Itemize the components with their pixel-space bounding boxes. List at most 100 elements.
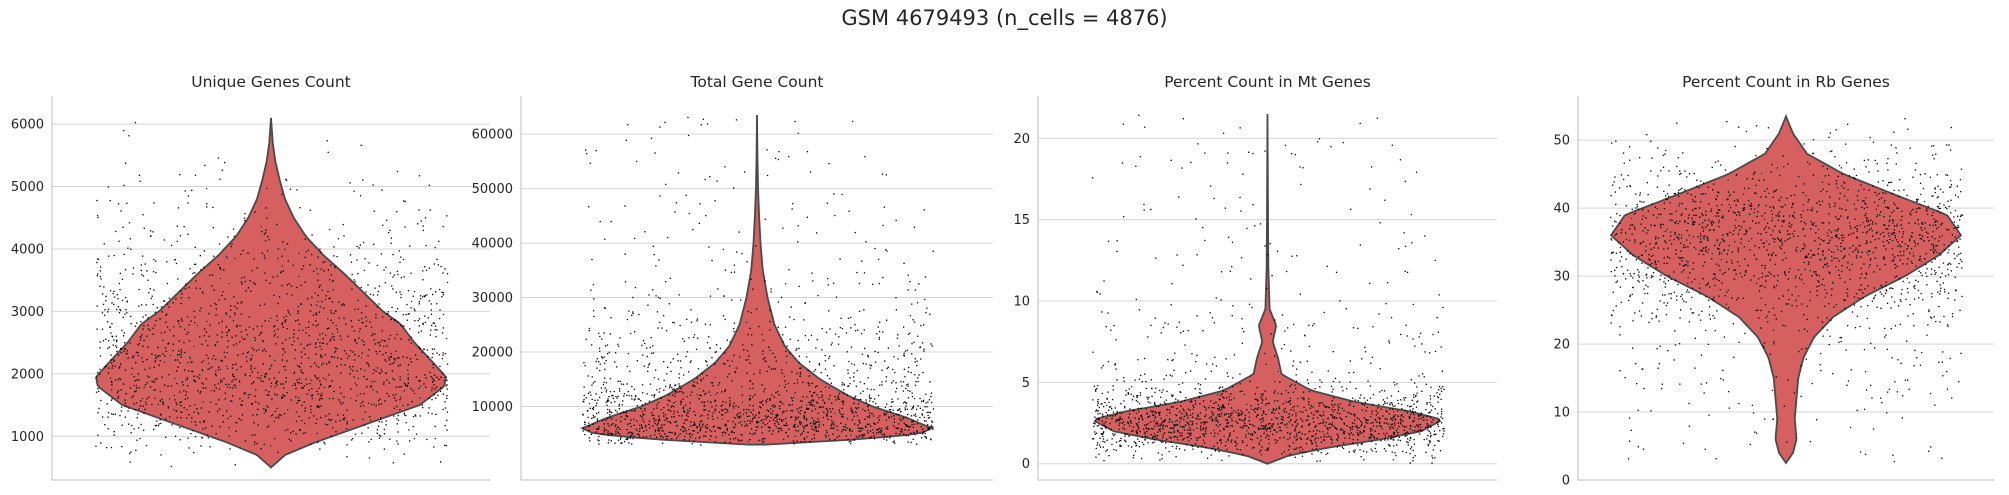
data-point xyxy=(1189,409,1191,411)
data-point xyxy=(1295,433,1298,435)
data-point xyxy=(1211,418,1213,420)
data-point xyxy=(1312,421,1315,423)
data-point xyxy=(117,354,120,356)
data-point xyxy=(1281,453,1283,455)
data-point xyxy=(1389,402,1391,404)
data-point xyxy=(214,373,217,375)
data-point xyxy=(592,382,594,384)
data-point xyxy=(851,120,854,123)
data-point xyxy=(202,387,204,389)
data-point xyxy=(1124,407,1126,409)
data-point xyxy=(930,395,932,398)
data-point xyxy=(380,417,382,419)
data-point xyxy=(749,387,751,390)
data-point xyxy=(382,224,384,226)
data-point xyxy=(631,395,633,397)
data-point xyxy=(616,411,618,413)
data-point xyxy=(874,361,877,363)
data-point xyxy=(911,421,913,423)
data-point xyxy=(740,439,742,442)
data-point xyxy=(618,408,620,410)
data-point xyxy=(698,437,700,439)
data-point xyxy=(1263,432,1265,434)
data-point xyxy=(734,417,736,419)
data-point xyxy=(801,400,803,402)
data-point xyxy=(1201,445,1203,447)
data-point xyxy=(383,381,385,383)
data-point xyxy=(841,415,843,417)
data-point xyxy=(144,384,147,386)
data-point xyxy=(1384,437,1386,439)
data-point xyxy=(180,290,182,292)
data-point xyxy=(628,431,631,433)
data-point xyxy=(117,378,119,381)
data-point xyxy=(174,435,177,437)
data-point xyxy=(1197,415,1199,417)
data-point xyxy=(788,269,790,271)
data-point xyxy=(226,365,228,367)
data-point xyxy=(124,313,126,315)
data-point xyxy=(815,430,818,432)
data-point xyxy=(349,366,351,368)
data-point xyxy=(688,337,690,339)
data-point xyxy=(1265,424,1267,426)
data-point xyxy=(141,397,144,400)
data-point xyxy=(1379,425,1381,427)
data-point xyxy=(1144,424,1146,426)
data-point xyxy=(1209,312,1211,314)
data-point xyxy=(701,420,703,422)
data-point xyxy=(1442,386,1444,388)
data-point xyxy=(1367,422,1369,424)
data-point xyxy=(1391,423,1394,425)
data-point xyxy=(131,356,133,358)
data-point xyxy=(837,395,840,397)
data-point xyxy=(264,272,266,274)
data-point xyxy=(674,211,676,213)
data-point xyxy=(1104,401,1106,404)
data-point xyxy=(867,405,869,408)
data-point xyxy=(1402,425,1404,427)
data-point xyxy=(195,424,197,426)
data-point xyxy=(1234,441,1236,443)
data-point xyxy=(661,427,663,429)
data-point xyxy=(265,405,268,407)
data-point xyxy=(1228,436,1230,438)
data-point xyxy=(829,394,831,397)
data-point xyxy=(200,390,202,393)
data-point xyxy=(1409,406,1411,408)
data-point xyxy=(663,379,665,381)
data-point xyxy=(1129,419,1131,422)
data-point xyxy=(631,410,633,412)
data-point xyxy=(722,248,725,251)
data-point xyxy=(659,427,662,429)
data-point xyxy=(1244,418,1246,420)
data-point xyxy=(308,321,310,323)
data-point xyxy=(1251,434,1253,436)
data-point xyxy=(1433,395,1435,397)
data-point xyxy=(112,344,114,346)
data-point xyxy=(392,377,394,380)
data-point xyxy=(755,426,757,428)
data-point xyxy=(159,390,162,393)
data-point xyxy=(1254,225,1256,227)
data-point xyxy=(352,437,354,440)
data-point xyxy=(402,404,404,407)
data-point xyxy=(300,303,302,305)
data-point xyxy=(166,313,168,315)
data-point xyxy=(1352,442,1354,444)
data-point xyxy=(809,441,811,443)
data-point xyxy=(294,383,296,385)
data-point xyxy=(1295,415,1297,417)
data-point xyxy=(834,395,836,398)
data-point xyxy=(346,423,348,425)
data-point xyxy=(1326,432,1329,434)
data-point xyxy=(1194,403,1197,405)
data-point xyxy=(811,382,813,384)
data-point xyxy=(316,378,318,380)
data-point xyxy=(177,366,179,368)
data-point xyxy=(95,391,98,393)
data-point xyxy=(354,382,356,384)
data-point xyxy=(682,398,684,400)
data-point xyxy=(124,269,127,271)
data-point xyxy=(426,294,428,296)
